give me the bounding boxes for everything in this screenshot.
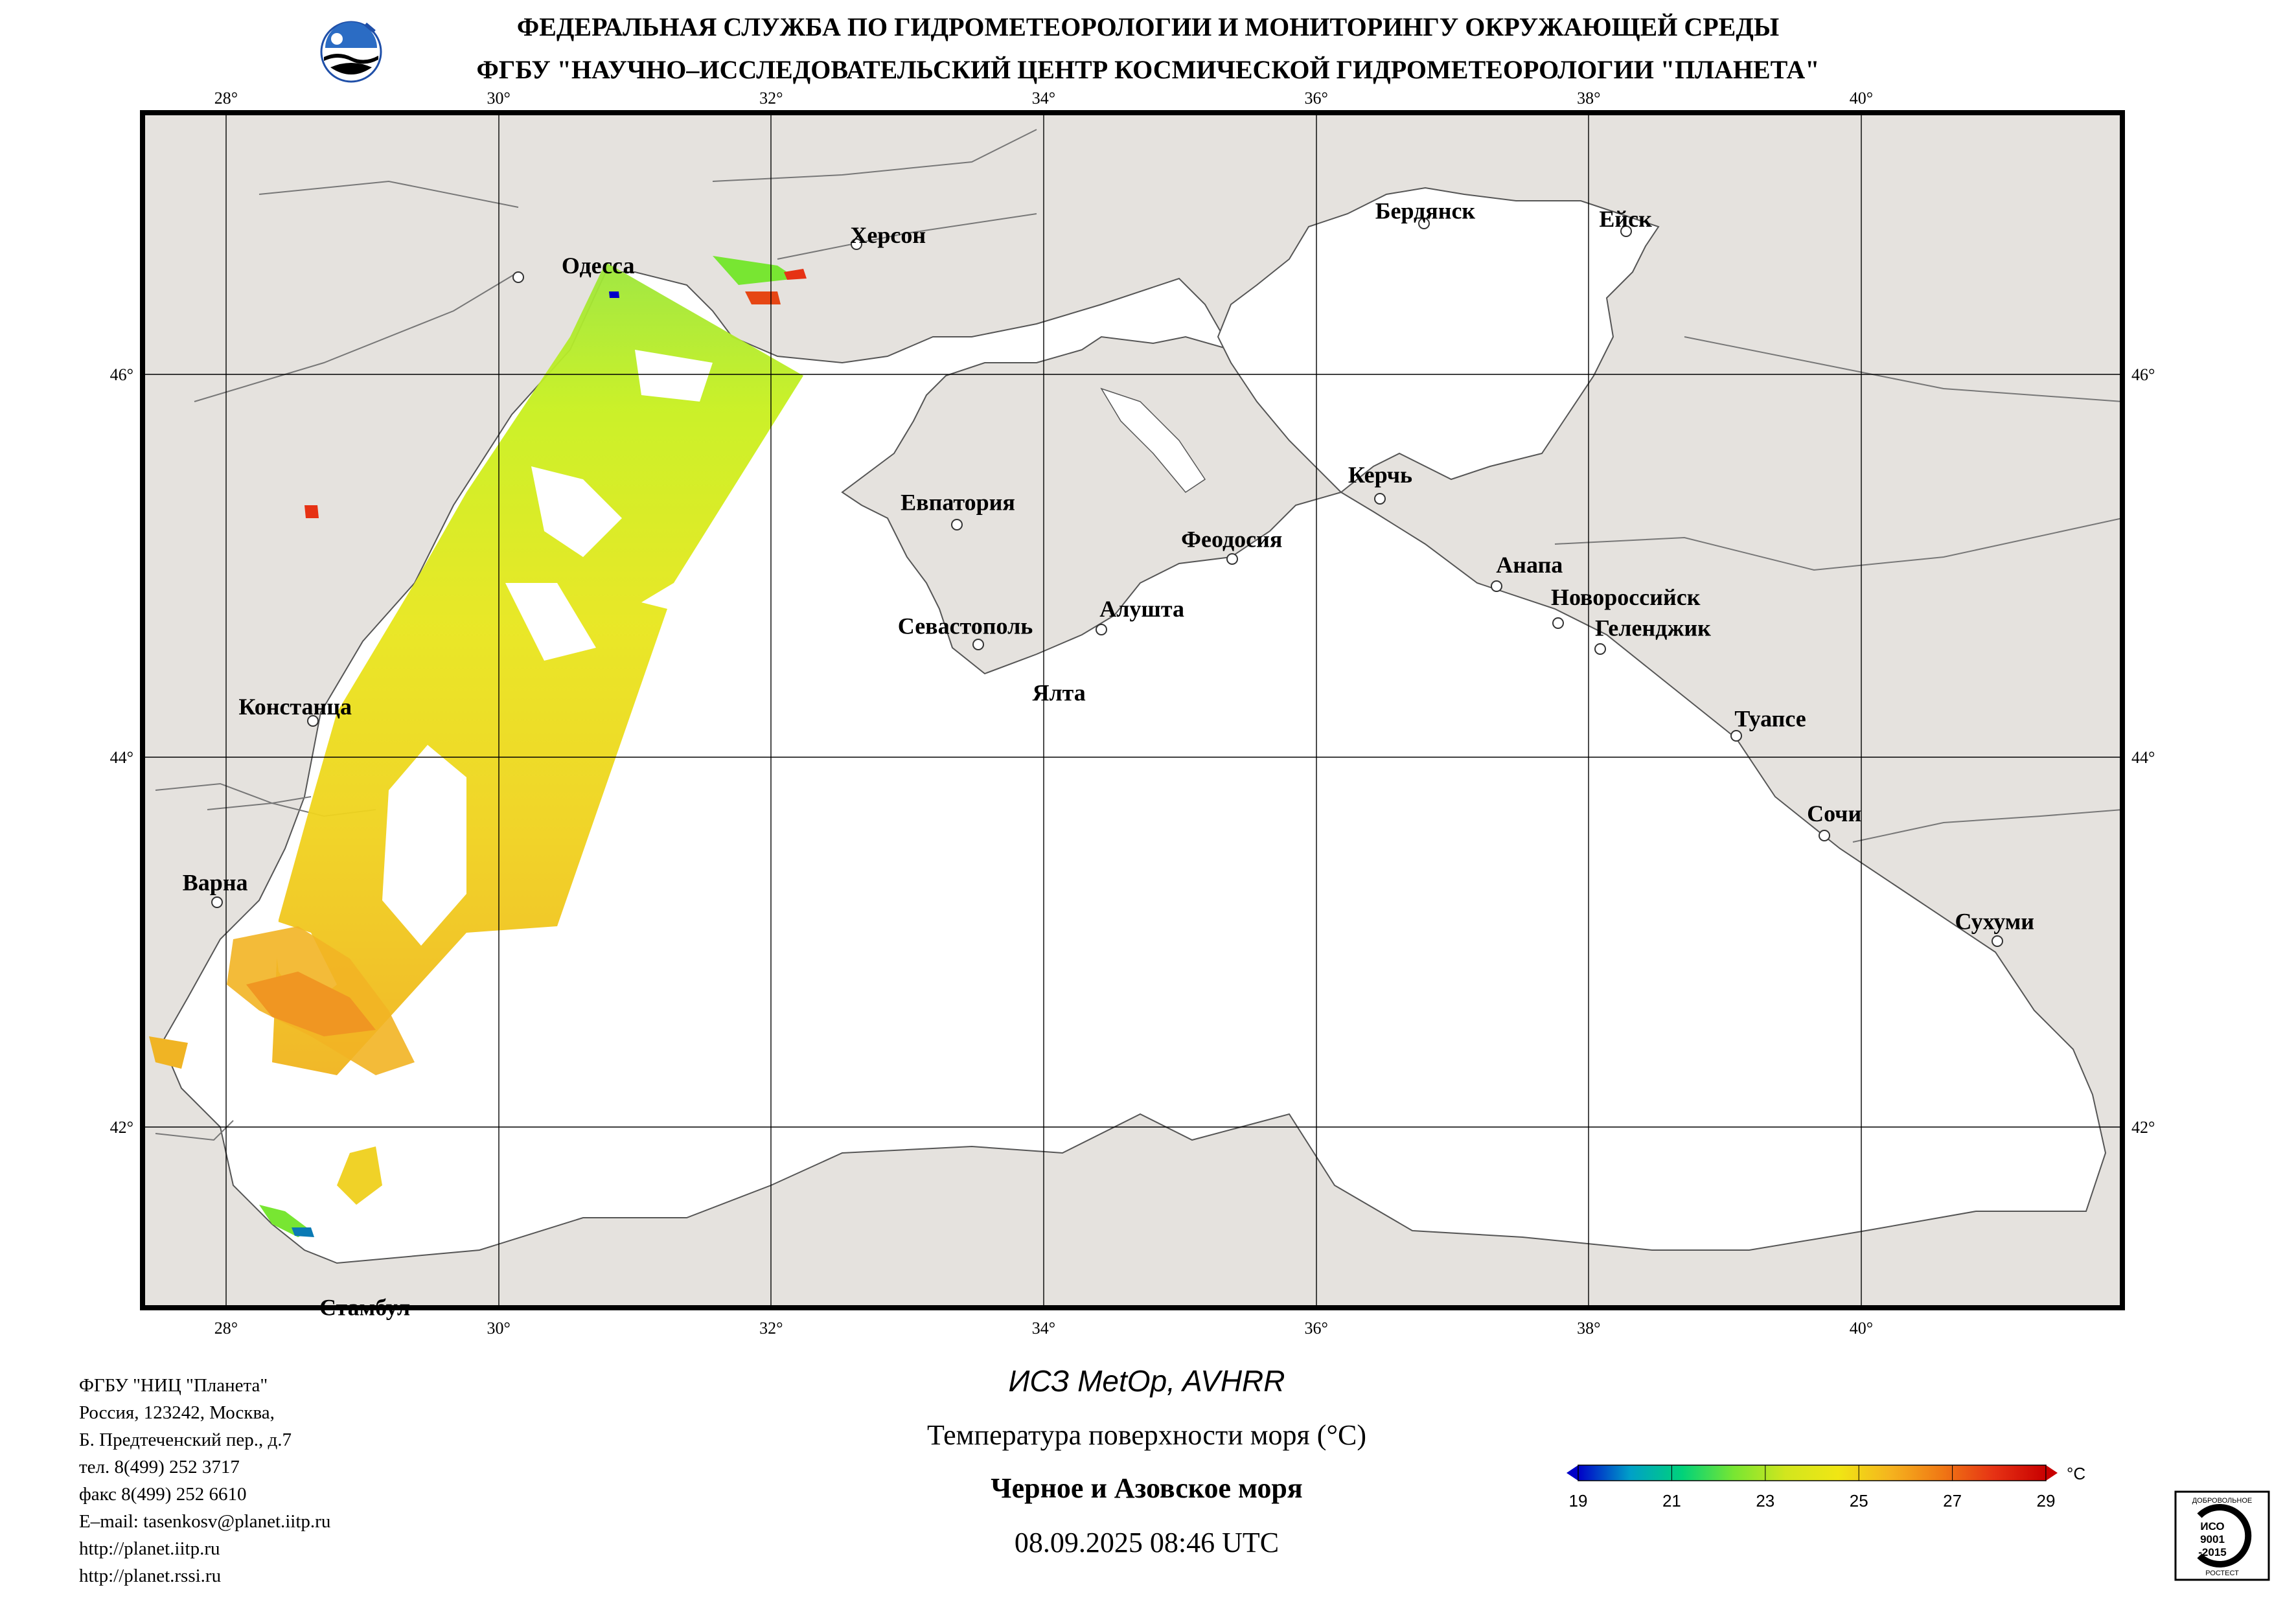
organization-contacts: ФГБУ "НИЦ "Планета" Россия, 123242, Моск… [79, 1372, 330, 1590]
sst-swath [149, 256, 807, 1237]
city-label: Варна [183, 870, 248, 896]
azov-sea [1217, 187, 1660, 494]
colorbar-tick-label: 23 [1756, 1491, 1774, 1510]
iso-line: 9001 [2200, 1533, 2225, 1545]
city-label: Алушта [1099, 596, 1184, 622]
lon-tick-label: 28° [214, 1319, 238, 1338]
colorbar-gradient [1578, 1465, 2047, 1481]
city-label: Анапа [1496, 552, 1563, 578]
colorbar-tick-label: 19 [1569, 1491, 1588, 1510]
lat-tick-label: 42° [110, 1118, 133, 1137]
city-label: Керчь [1348, 462, 1412, 488]
colorbar-tick-label: 21 [1662, 1491, 1681, 1510]
header-title-line1: ФЕДЕРАЛЬНАЯ СЛУЖБА ПО ГИДРОМЕТЕОРОЛОГИИ … [516, 12, 1780, 41]
lon-tick-label: 32° [759, 89, 783, 108]
lon-tick-label: 38° [1577, 89, 1600, 108]
city-label: Туапсе [1734, 705, 1806, 731]
city-label: Херсон [850, 222, 926, 248]
lon-tick-label: 28° [214, 89, 238, 108]
colorbar-tick-label: 25 [1850, 1491, 1868, 1510]
city-label: Бердянск [1375, 198, 1476, 223]
satellite-instrument: ИСЗ MetOp, AVHRR [1008, 1364, 1285, 1398]
iso-top-text: ДОБРОВОЛЬНОЕ [2192, 1497, 2253, 1505]
city-label: Севастополь [898, 613, 1033, 639]
lon-tick-label: 30° [487, 89, 510, 108]
colorbar-unit: °C [2067, 1464, 2085, 1483]
lat-tick-label: 44° [2131, 748, 2155, 767]
lat-tick-label: 46° [2131, 365, 2155, 384]
org-line: тел. 8(499) 252 3717 [79, 1457, 240, 1477]
city-markers [211, 218, 2003, 947]
city-label: Евпатория [901, 489, 1015, 515]
iso-certificate-badge: ДОБРОВОЛЬНОЕ ИСО 9001 -2015 РОСТЕСТ [2174, 1490, 2270, 1581]
iso-line: -2015 [2198, 1546, 2226, 1558]
header-title-line2: ФГБУ "НАУЧНО–ИССЛЕДОВАТЕЛЬСКИЙ ЦЕНТР КОС… [476, 55, 1820, 84]
iso-bottom-text: РОСТЕСТ [2205, 1569, 2239, 1577]
city-label: Стамбул [319, 1295, 410, 1321]
city-label: Сочи [1807, 801, 1861, 826]
colorbar-min-arrow [1567, 1465, 1578, 1481]
region-title: Черное и Азовское моря [991, 1472, 1303, 1504]
city-label: Сухуми [1955, 909, 2035, 935]
org-line: http://planet.rssi.ru [79, 1566, 222, 1586]
lon-tick-label: 40° [1850, 1319, 1873, 1338]
city-label: Феодосия [1181, 527, 1282, 553]
lat-tick-label: 46° [110, 365, 133, 384]
city-label: Констанца [238, 694, 352, 720]
city-label: Ейск [1599, 206, 1652, 232]
org-line: http://planet.iitp.ru [79, 1538, 220, 1559]
graticule [143, 113, 2122, 1308]
planeta-logo-icon [320, 21, 382, 83]
org-line: Россия, 123242, Москва, [79, 1402, 275, 1423]
color-scale: 19 21 23 25 27 29 °C [1567, 1464, 2085, 1510]
colorbar-tick-label: 27 [1943, 1491, 1962, 1510]
org-line: E–mail: tasenkosv@planet.iitp.ru [79, 1511, 331, 1532]
lon-tick-label: 32° [759, 1319, 783, 1338]
sivash-lagoon [1100, 387, 1206, 493]
colorbar-max-arrow [2046, 1465, 2058, 1481]
map-frame [140, 110, 2125, 1310]
observation-datetime: 08.09.2025 08:46 UTC [1014, 1527, 1280, 1558]
lon-tick-label: 36° [1304, 1319, 1327, 1338]
city-label: Одесса [562, 253, 635, 279]
lat-tick-label: 42° [2131, 1118, 2155, 1137]
city-label: Геленджик [1595, 615, 1711, 641]
city-label: Новороссийск [1551, 584, 1701, 610]
org-line: ФГБУ "НИЦ "Планета" [79, 1375, 268, 1396]
city-label: Ялта [1032, 679, 1085, 705]
lon-tick-label: 34° [1032, 1319, 1055, 1338]
parameter-title: Температура поверхности моря (°C) [926, 1419, 1367, 1451]
lon-tick-label: 36° [1304, 89, 1327, 108]
iso-line: ИСО [2200, 1520, 2224, 1533]
lon-tick-label: 40° [1850, 89, 1873, 108]
lon-tick-label: 38° [1577, 1319, 1600, 1338]
colorbar-tick-label: 29 [2037, 1491, 2056, 1510]
lat-tick-label: 44° [110, 748, 133, 767]
org-line: факс 8(499) 252 6610 [79, 1484, 247, 1505]
org-line: Б. Предтеченский пер., д.7 [79, 1430, 292, 1450]
lon-tick-label: 30° [487, 1319, 510, 1338]
lon-tick-label: 34° [1032, 89, 1055, 108]
